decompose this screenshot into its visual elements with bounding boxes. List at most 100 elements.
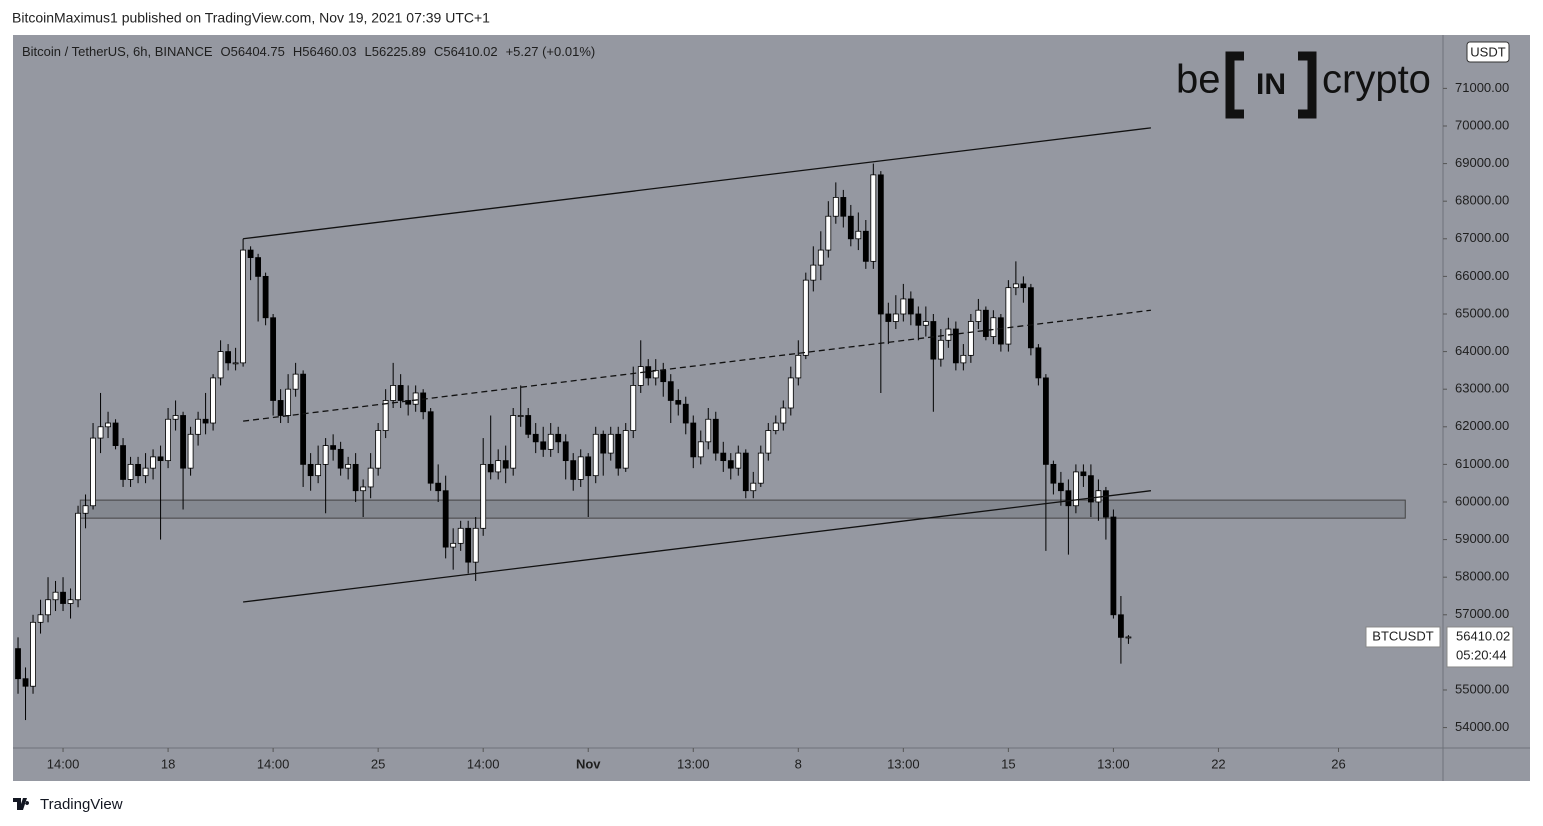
candle-body <box>60 591 66 604</box>
close-value: 56410.02 <box>443 44 497 59</box>
candle-body <box>82 505 89 514</box>
support-zone <box>79 499 1406 519</box>
legend-label: O <box>221 44 231 59</box>
candle-body <box>720 452 727 462</box>
candle-body <box>15 648 21 680</box>
candle-body <box>1103 490 1109 518</box>
candle-body <box>772 422 779 431</box>
candle-body <box>952 328 959 364</box>
x-tick-label: 14:00 <box>467 756 500 771</box>
candle-body <box>187 433 194 469</box>
candle-body <box>915 313 922 326</box>
candle-body <box>277 400 284 416</box>
candle-body <box>255 257 262 277</box>
candle-body <box>525 415 532 435</box>
plot-area <box>15 127 1406 721</box>
last-price-label: 56410.02 <box>1456 628 1510 643</box>
candle-body <box>607 433 614 454</box>
candle-body <box>870 174 877 262</box>
candle-body <box>570 460 577 480</box>
candle-body <box>180 415 186 469</box>
candle-body <box>990 317 997 337</box>
attribution: BitcoinMaximus1 published on TradingView… <box>12 10 490 26</box>
candle-body <box>1042 377 1049 465</box>
candle-body <box>300 373 307 465</box>
trendline <box>243 490 1152 603</box>
logo: be IN crypto <box>1176 51 1431 119</box>
candle-body <box>165 418 171 462</box>
candle-body <box>450 542 457 548</box>
candle-body <box>517 415 524 417</box>
candle-body <box>285 388 292 416</box>
candle-body <box>337 448 344 469</box>
y-tick-label: 59000.00 <box>1455 531 1509 546</box>
candle-body <box>1005 287 1012 345</box>
candle-body <box>1020 283 1027 289</box>
candle-body <box>705 418 712 443</box>
y-tick-label: 62000.00 <box>1455 418 1509 433</box>
candle-body <box>600 433 607 454</box>
candle-body <box>735 452 742 469</box>
candle-body <box>787 377 794 409</box>
x-tick-label: 14:00 <box>47 756 80 771</box>
candle-body <box>862 230 869 262</box>
candle-body <box>495 460 502 473</box>
candle-body <box>210 377 216 424</box>
y-tick-label: 61000.00 <box>1455 456 1509 471</box>
y-tick-label: 63000.00 <box>1455 381 1509 396</box>
candle-body <box>472 527 479 563</box>
candle-body <box>960 354 967 364</box>
open-value: 56404.75 <box>231 44 285 59</box>
candle-body <box>615 433 622 469</box>
candle-body <box>172 415 179 420</box>
candle-body <box>660 369 667 383</box>
tradingview-icon <box>13 798 30 810</box>
candle-body <box>127 463 134 480</box>
candle-body <box>562 441 569 462</box>
candle-body <box>240 249 247 364</box>
candle-body <box>1118 614 1124 638</box>
last-price-box <box>1446 626 1514 668</box>
y-tick-label: 57000.00 <box>1455 606 1509 621</box>
candle-body <box>840 197 847 217</box>
candle-body <box>855 230 862 240</box>
candle-body <box>742 452 749 492</box>
candle-body <box>322 445 329 465</box>
symbol-label-box <box>1365 626 1441 648</box>
x-tick-label: 25 <box>371 756 385 771</box>
x-tick-label: 13:00 <box>887 756 920 771</box>
candle-body <box>780 407 787 424</box>
candle-body <box>750 482 757 492</box>
legend-label: H <box>293 44 302 59</box>
candle-body <box>555 433 562 443</box>
candle-body <box>547 433 554 450</box>
candle-body <box>630 385 637 431</box>
x-tick-label: Nov <box>576 756 601 771</box>
candle-body <box>465 527 472 563</box>
x-tick-label: 15 <box>1001 756 1015 771</box>
y-tick-label: 67000.00 <box>1455 230 1509 245</box>
candle-body <box>270 317 277 401</box>
candle-body <box>907 298 914 315</box>
symbol-label: BTCUSDT <box>1372 628 1433 643</box>
candle-body <box>420 392 427 413</box>
candle-body <box>480 463 487 529</box>
candle-body <box>817 249 824 266</box>
chart-background <box>13 35 1530 781</box>
countdown-label: 05:20:44 <box>1456 647 1507 662</box>
candle-body <box>810 264 817 281</box>
candle-body <box>922 321 929 326</box>
candle-body <box>217 351 224 379</box>
y-tick-label: 71000.00 <box>1455 80 1509 95</box>
candle-body <box>142 467 149 477</box>
candle-body <box>667 381 674 401</box>
currency-badge[interactable] <box>1466 41 1510 63</box>
candle-body <box>232 362 239 365</box>
candle-body <box>510 415 517 469</box>
y-tick-label: 60000.00 <box>1455 493 1509 508</box>
candle-body <box>67 599 74 604</box>
candle-body <box>397 385 404 401</box>
symbol-title: Bitcoin / TetherUS, 6h, BINANCE <box>22 44 213 59</box>
candle-body <box>1088 475 1094 503</box>
